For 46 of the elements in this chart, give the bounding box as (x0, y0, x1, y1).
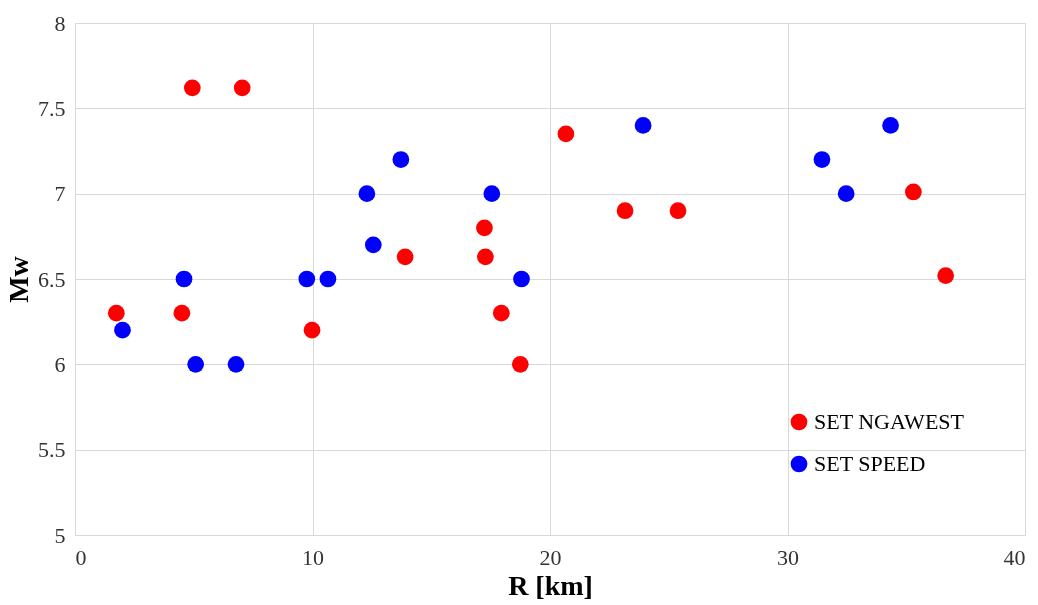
point (905, 183, 922, 201)
point (937, 267, 955, 284)
point (298, 270, 316, 288)
point (175, 270, 193, 288)
point (483, 185, 501, 203)
x-tick-label: 40 (1003, 544, 1026, 570)
point (183, 79, 201, 97)
point (187, 355, 205, 373)
point (233, 79, 251, 97)
point (557, 125, 575, 143)
point (669, 202, 687, 220)
point (227, 355, 245, 373)
y-tick-label: 6.5 (38, 266, 66, 292)
point (358, 185, 376, 203)
x-axis-title: R [km] (508, 569, 593, 601)
point (882, 117, 899, 134)
point (107, 304, 125, 322)
point (173, 304, 191, 322)
y-axis-title: Mw (3, 255, 34, 303)
x-tick-label: 10 (302, 544, 324, 570)
point (513, 270, 530, 288)
y-tick-label: 7 (54, 181, 66, 207)
point (396, 248, 414, 266)
point (303, 321, 321, 339)
y-tick-label: 8 (54, 10, 66, 36)
x-tick-label: 0 (75, 544, 87, 570)
x-tick-label: 20 (539, 544, 562, 570)
point (813, 151, 831, 168)
y-tick-label: 7.5 (38, 95, 66, 121)
point (511, 355, 529, 373)
point (837, 185, 855, 203)
point (476, 219, 493, 237)
point (114, 321, 131, 339)
point (492, 304, 510, 322)
legend-label: SET NGAWEST (814, 409, 965, 434)
legend-label: SET SPEED (814, 451, 926, 476)
x-tick-label: 30 (777, 544, 799, 570)
point (634, 117, 652, 134)
point (477, 248, 494, 266)
y-tick-label: 6 (54, 351, 66, 377)
point (319, 270, 337, 288)
point (364, 236, 382, 254)
point (616, 202, 634, 220)
y-tick-label: 5.5 (38, 437, 66, 463)
point (392, 151, 410, 168)
y-tick-label: 5 (54, 522, 66, 548)
